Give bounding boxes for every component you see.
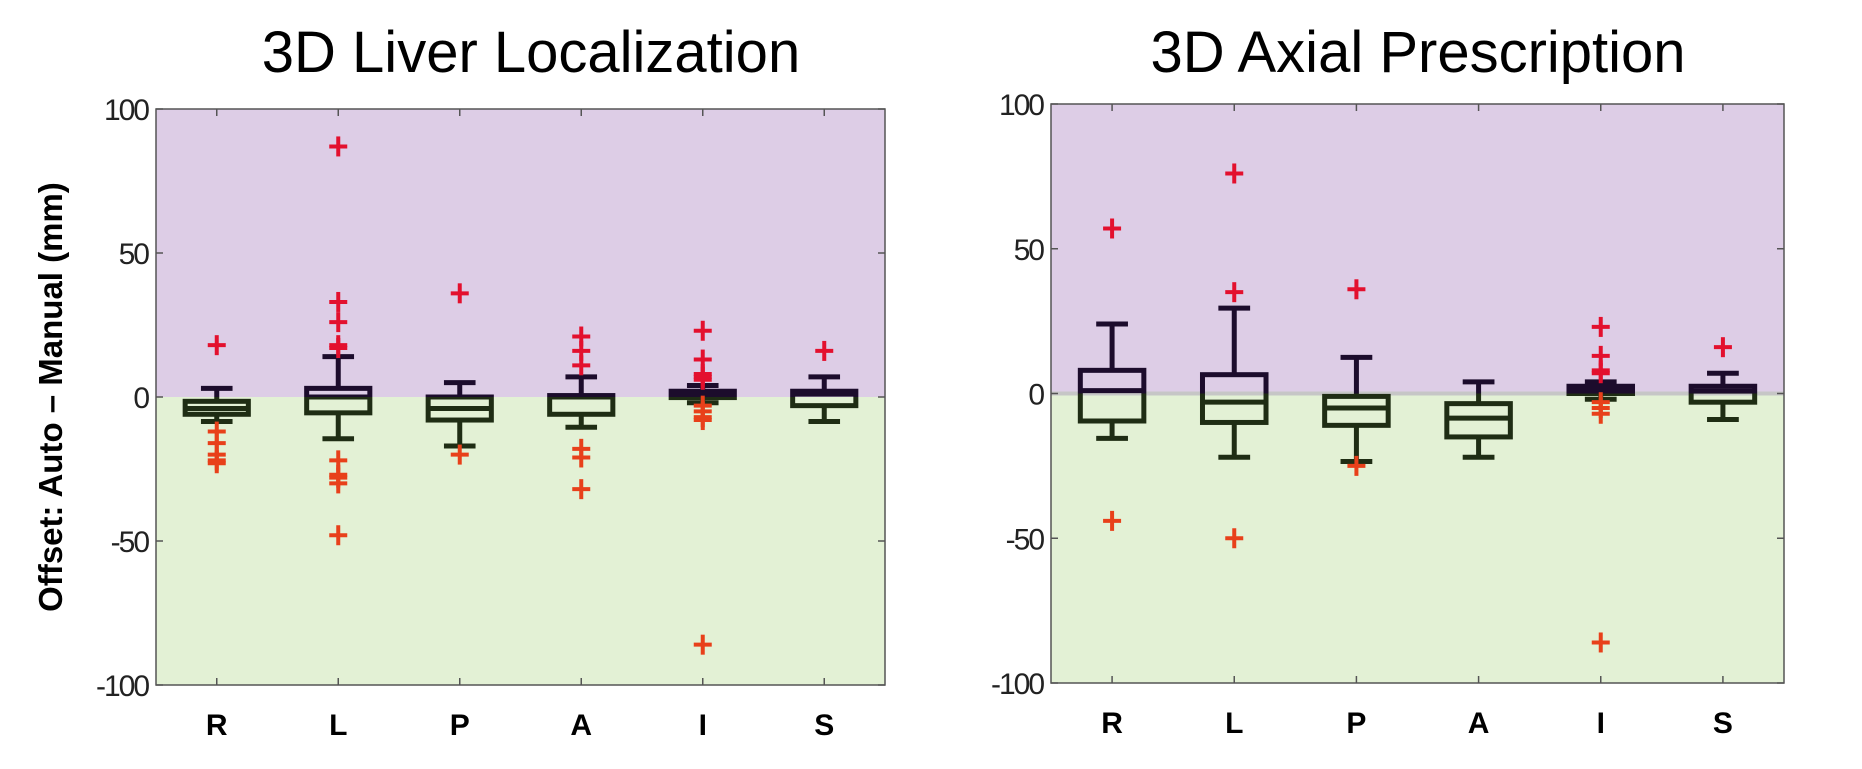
x-tick-label-A: A xyxy=(570,709,592,742)
box-plot-S xyxy=(1688,393,1758,423)
outlier-marker xyxy=(1591,316,1610,337)
x-tick-label-S: S xyxy=(814,709,834,742)
box-plot-A xyxy=(1444,393,1513,460)
outlier-marker xyxy=(329,338,348,359)
box-iqr xyxy=(1199,393,1269,425)
outlier-marker xyxy=(329,136,348,157)
box-plot-A xyxy=(1462,379,1495,394)
negative-region-band xyxy=(1051,393,1784,683)
x-tick-label-A: A xyxy=(1468,707,1490,740)
y-tick-label: 100 xyxy=(104,94,149,127)
outlier-marker xyxy=(1225,282,1244,303)
box-plot-L xyxy=(1199,305,1269,394)
outlier-marker xyxy=(572,479,591,500)
box-plot-P xyxy=(1340,354,1373,394)
x-tick-label-I: I xyxy=(699,709,707,742)
outlier-marker xyxy=(329,525,348,546)
x-tick-label-P: P xyxy=(1346,707,1366,740)
outlier-marker xyxy=(1347,279,1366,300)
outlier-marker xyxy=(207,453,226,474)
y-axis-label: Offset: Auto – Manual (mm) xyxy=(32,182,69,612)
positive-region-band xyxy=(1051,104,1784,394)
box-plot-R xyxy=(200,385,233,397)
box-plot-L xyxy=(1199,393,1269,460)
x-tick-label-I: I xyxy=(1597,707,1605,740)
y-tick-label: -100 xyxy=(96,670,149,703)
outlier-marker xyxy=(1591,363,1610,384)
box-plot-S xyxy=(790,397,859,424)
outlier-marker xyxy=(329,473,348,494)
y-tick-label: -100 xyxy=(991,668,1044,701)
box-iqr xyxy=(547,397,616,417)
x-tick-label-S: S xyxy=(1713,707,1733,740)
box-iqr xyxy=(1077,367,1147,394)
outlier-marker xyxy=(693,634,712,655)
box-iqr xyxy=(1077,393,1147,424)
chart-title: 3D Axial Prescription xyxy=(1150,20,1685,85)
box-iqr xyxy=(1688,383,1758,394)
x-tick-label-P: P xyxy=(450,709,470,742)
box-plot-S xyxy=(790,374,859,397)
x-tick-label-R: R xyxy=(1101,707,1123,740)
y-tick-label: 0 xyxy=(133,382,149,415)
box-plot-R xyxy=(182,397,251,424)
box-plot-L xyxy=(304,397,373,442)
y-tick-label: 50 xyxy=(1014,234,1045,267)
y-tick-label: -50 xyxy=(1006,523,1045,556)
outlier-marker xyxy=(1591,632,1610,653)
box-plot-S xyxy=(1688,370,1758,394)
box-plot-P xyxy=(425,380,494,397)
y-tick-label: 50 xyxy=(119,238,150,271)
positive-region-band xyxy=(156,109,885,397)
outlier-marker xyxy=(572,447,591,468)
outlier-marker xyxy=(450,283,469,304)
outlier-marker xyxy=(1591,403,1610,424)
outlier-marker xyxy=(1103,218,1122,239)
outlier-marker xyxy=(572,355,591,376)
outlier-marker xyxy=(815,340,834,361)
outlier-marker xyxy=(1347,455,1366,476)
outlier-marker xyxy=(207,335,226,356)
outlier-marker xyxy=(1225,163,1244,184)
outlier-marker xyxy=(450,444,469,465)
chart-title: 3D Liver Localization xyxy=(262,20,800,85)
outlier-marker xyxy=(1103,510,1122,531)
box-iqr xyxy=(1322,393,1391,428)
outlier-marker xyxy=(693,410,712,431)
box-plot-P xyxy=(1322,393,1391,465)
y-tick-label: 0 xyxy=(1028,379,1044,412)
box-plot-R xyxy=(1077,393,1147,441)
panel-liver-localization: 3D Liver Localization 100 50 0 -50 -100 R L P A I S xyxy=(96,20,886,742)
box-iqr xyxy=(304,397,373,416)
box-plot-R xyxy=(1077,321,1147,394)
negative-region-band xyxy=(156,397,885,685)
box-iqr xyxy=(1199,372,1269,394)
outlier-marker xyxy=(693,320,712,341)
box-plot-A xyxy=(547,374,616,397)
outlier-marker xyxy=(329,312,348,333)
panel-axial-prescription: 3D Axial Prescription 100 50 0 -50 -100 R L P A I S xyxy=(991,20,1785,740)
box-iqr xyxy=(790,388,859,397)
outlier-marker xyxy=(329,291,348,312)
outlier-marker xyxy=(1713,337,1732,358)
box-plot-A xyxy=(547,397,616,430)
x-tick-label-R: R xyxy=(206,709,228,742)
x-tick-label-L: L xyxy=(1225,707,1243,740)
box-plot-P xyxy=(425,397,494,449)
outlier-marker xyxy=(1225,528,1244,549)
box-iqr xyxy=(304,385,373,397)
box-iqr xyxy=(1688,393,1758,405)
y-tick-label: 100 xyxy=(999,89,1044,122)
y-tick-label: -50 xyxy=(111,526,150,559)
x-tick-label-L: L xyxy=(329,709,347,742)
outlier-marker xyxy=(693,369,712,390)
box-iqr xyxy=(790,397,859,409)
